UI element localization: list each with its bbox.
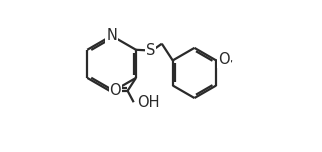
Text: O: O — [109, 83, 121, 98]
Text: S: S — [146, 43, 155, 58]
Text: O: O — [218, 52, 230, 67]
Text: N: N — [106, 28, 117, 43]
Text: OH: OH — [137, 95, 159, 111]
